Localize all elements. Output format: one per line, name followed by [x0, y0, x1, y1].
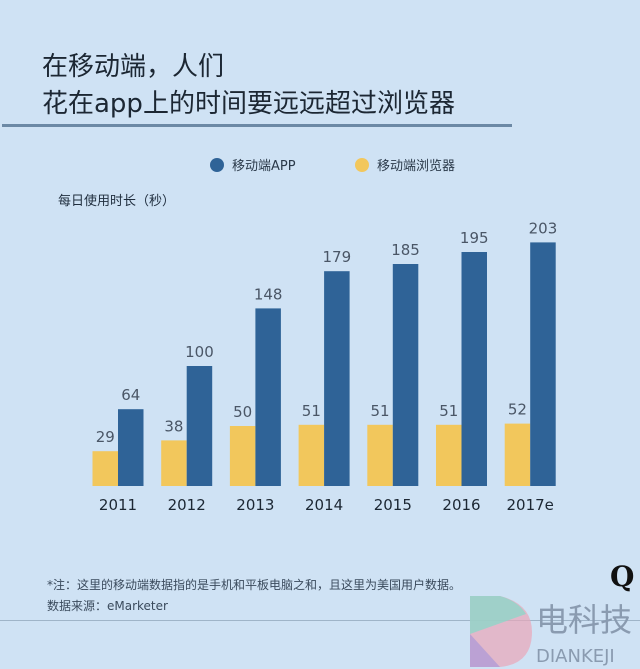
data-label-app-2013: 148 [254, 285, 283, 303]
data-label-browser-2016: 51 [439, 402, 458, 420]
footnote: *注：这里的移动端数据指的是手机和平板电脑之和，且这里为美国用户数据。 [47, 578, 462, 592]
data-label-app-2015: 185 [391, 241, 420, 259]
bar-browser-2015 [367, 424, 393, 486]
legend-item-browser: 移动端浏览器 [355, 155, 455, 174]
footer-divider [0, 620, 640, 621]
data-label-app-2014: 179 [323, 248, 352, 266]
x-tick-label-2014: 2014 [305, 496, 343, 514]
data-label-browser-2013: 50 [233, 403, 252, 421]
title-line-1: 在移动端，人们 [42, 52, 225, 82]
bar-browser-2013 [229, 426, 256, 486]
x-tick-label-2015: 2015 [374, 496, 412, 514]
bar-app-2017e [530, 242, 556, 486]
x-tick-label-2011: 2011 [99, 496, 137, 514]
legend-swatch-app [210, 157, 224, 172]
data-label-browser-2017e: 52 [508, 401, 527, 419]
bar-browser-2017e [504, 423, 531, 486]
data-label-app-2017e: 203 [529, 219, 558, 237]
bar-app-2013 [255, 308, 281, 486]
bar-app-2012 [186, 366, 213, 486]
data-label-browser-2011: 29 [96, 428, 115, 446]
x-tick-label-2012: 2012 [168, 496, 206, 514]
legend-label-browser: 移动端浏览器 [377, 159, 456, 174]
x-tick-label-2016: 2016 [442, 496, 480, 514]
data-label-app-2012: 100 [185, 343, 214, 361]
x-tick-label-2013: 2013 [236, 496, 274, 514]
bar-browser-2011 [92, 451, 118, 486]
title-underline [2, 124, 512, 127]
data-label-app-2016: 195 [460, 229, 489, 247]
bar-app-2015 [392, 264, 419, 486]
legend-item-app: 移动端APP [210, 155, 296, 174]
data-label-browser-2014: 51 [302, 402, 321, 420]
bar-app-2014 [324, 271, 350, 486]
legend-swatch-browser [355, 157, 369, 172]
watermark-text: 电科技 [536, 601, 632, 639]
data-label-browser-2012: 38 [164, 417, 183, 435]
watermark-q-logo: Q [610, 560, 634, 593]
bar-browser-2014 [298, 424, 325, 486]
title-line-2: 花在app上的时间要远远超过浏览器 [42, 89, 455, 119]
watermark-subtext: DIANKEJI [536, 646, 615, 667]
y-axis-label: 每日使用时长（秒） [58, 194, 176, 209]
bar-browser-2012 [161, 440, 187, 486]
legend-label-app: 移动端APP [232, 159, 296, 174]
watermark-logo: Q 电科技 DIANKEJI [470, 560, 634, 667]
bar-app-2011 [118, 409, 144, 486]
source-note: 数据来源：eMarketer [47, 599, 168, 613]
data-label-app-2011: 64 [121, 386, 140, 404]
bar-browser-2016 [436, 424, 462, 486]
bar-app-2016 [461, 252, 487, 486]
x-tick-label-2017e: 2017e [506, 496, 553, 514]
data-label-browser-2015: 51 [371, 402, 390, 420]
